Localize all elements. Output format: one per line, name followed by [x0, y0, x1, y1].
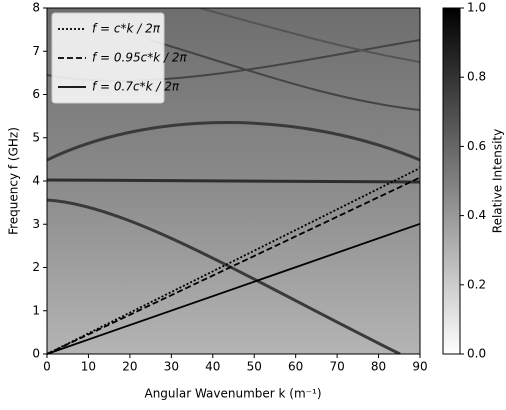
colorbar-tick-label: 0.8	[467, 70, 486, 84]
x-tick-label: 0	[43, 360, 51, 374]
heatmap-band	[47, 178, 420, 184]
y-tick-label: 6	[32, 87, 40, 101]
colorbar	[442, 7, 461, 355]
y-tick-label: 2	[32, 260, 40, 274]
x-tick-label: 50	[247, 360, 262, 374]
y-tick-label: 8	[32, 1, 40, 15]
heatmap-band	[199, 8, 420, 63]
y-tick-label: 7	[32, 44, 40, 58]
y-tick-label: 0	[32, 347, 40, 361]
x-tick-label: 20	[122, 360, 137, 374]
legend-label: f = 0.7c*k / 2π	[92, 80, 180, 94]
y-tick-label: 4	[32, 174, 40, 188]
y-tick-label: 1	[32, 303, 40, 317]
colorbar-tick-label: 0.6	[467, 139, 486, 153]
line	[46, 222, 421, 355]
x-tick-label: 90	[412, 360, 427, 374]
x-tick-label: 40	[205, 360, 220, 374]
colorbar-tick-label: 0.4	[467, 208, 486, 222]
heatmap-band	[149, 39, 420, 111]
y-axis-label: Frequency f (GHz)	[7, 127, 21, 235]
legend-label: f = c*k / 2π	[92, 22, 161, 36]
colorbar-label: Relative Intensity	[491, 129, 505, 233]
colorbar-tick-label: 0.2	[467, 277, 486, 291]
x-axis-label: Angular Wavenumber k (m⁻¹)	[144, 387, 321, 401]
x-tick-label: 60	[288, 360, 303, 374]
colorbar-tick-label: 1.0	[467, 1, 486, 15]
line	[46, 176, 421, 355]
heatmap-band	[47, 198, 401, 354]
y-tick-label: 5	[32, 130, 40, 144]
x-tick-label: 70	[329, 360, 344, 374]
colorbar-tick-label: 0.0	[467, 347, 486, 361]
legend-box	[51, 12, 165, 104]
x-tick-label: 30	[164, 360, 179, 374]
x-tick-label: 10	[81, 360, 96, 374]
y-tick-label: 3	[32, 217, 40, 231]
line	[46, 167, 421, 355]
legend-label: f = 0.95c*k / 2π	[92, 51, 187, 65]
x-tick-label: 80	[371, 360, 386, 374]
heatmap-band	[47, 121, 420, 162]
